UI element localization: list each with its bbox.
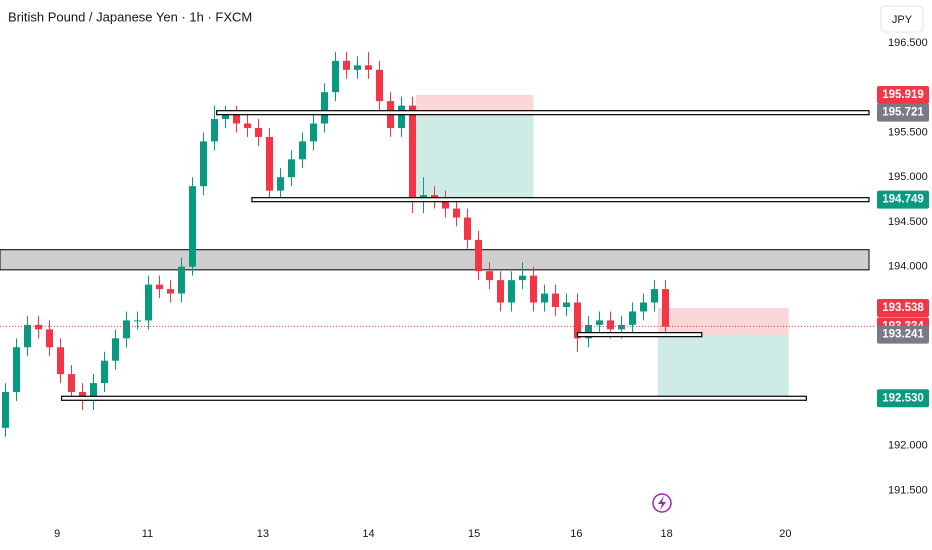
price-label-bg: [877, 299, 929, 318]
candle-body: [585, 324, 592, 339]
candle-body: [57, 347, 64, 375]
candle-body: [24, 324, 31, 348]
level-box: [216, 110, 870, 116]
candle-body: [167, 289, 174, 294]
candle-body: [343, 60, 350, 70]
price-label-bg: [877, 389, 929, 408]
y-tick-label: 196.500: [888, 37, 928, 49]
candle-body: [398, 105, 405, 128]
price-label: 195.919: [882, 89, 924, 101]
event-icon[interactable]: [652, 493, 672, 513]
candle-body: [552, 293, 559, 307]
chart-title: British Pound / Japanese Yen · 1h · FXCM: [8, 9, 252, 24]
level-box: [251, 197, 870, 203]
stop-zone: [657, 308, 789, 335]
candle-body: [508, 280, 515, 303]
candle-body: [376, 69, 383, 102]
price-label-bg: [877, 325, 929, 344]
y-tick-label: 192.000: [888, 440, 928, 452]
candle-body: [222, 114, 229, 120]
candle-body: [574, 302, 581, 339]
candle-body: [354, 65, 361, 70]
x-tick-label: 20: [779, 528, 791, 540]
candle-body: [486, 271, 493, 281]
candle-body: [519, 275, 526, 281]
candle-body: [68, 374, 75, 393]
x-tick-label: 16: [570, 528, 582, 540]
candle-body: [640, 302, 647, 312]
candle-body: [541, 293, 548, 303]
candle-body: [134, 320, 141, 322]
price-label: 192.530: [882, 392, 924, 404]
candle-body: [563, 302, 570, 307]
candle-body: [2, 392, 9, 428]
target-zone: [415, 112, 534, 200]
candle-body: [629, 311, 636, 325]
x-tick-label: 14: [362, 528, 374, 540]
candle-body: [145, 284, 152, 321]
level-box: [576, 332, 703, 338]
candle-body: [277, 177, 284, 191]
stop-zone: [415, 94, 534, 113]
y-tick-label: 194.500: [888, 216, 928, 228]
candle-body: [321, 92, 328, 124]
candle-body: [475, 239, 482, 272]
candle-body: [200, 141, 207, 187]
x-tick-label: 13: [257, 528, 269, 540]
price-label: 194.749: [882, 194, 924, 206]
candle-body: [299, 141, 306, 160]
x-tick-label: 11: [142, 528, 153, 540]
candle-body: [255, 127, 262, 137]
x-tick-label: 18: [660, 528, 672, 540]
candle-body: [618, 324, 625, 330]
candle-body: [156, 284, 163, 290]
zone: [0, 249, 870, 271]
candle-body: [35, 324, 42, 330]
candle-body: [288, 159, 295, 178]
target-zone: [657, 334, 789, 399]
candle-body: [607, 320, 614, 330]
candle-body: [189, 186, 196, 267]
price-label: 193.538: [882, 302, 924, 314]
level-box: [60, 395, 807, 401]
currency-label[interactable]: JPY: [892, 14, 913, 26]
price-label-bg: [877, 103, 929, 122]
candle-body: [178, 266, 185, 294]
price-label-bg: [877, 85, 929, 104]
candle-body: [453, 208, 460, 218]
price-label-bg: [877, 190, 929, 209]
y-tick-label: 191.500: [888, 484, 928, 496]
price-label: 195.721: [882, 107, 924, 119]
candle-body: [332, 60, 339, 93]
candle-body: [651, 289, 658, 303]
candle-body: [365, 65, 372, 70]
x-tick-label: 9: [54, 528, 60, 540]
x-tick-label: 15: [468, 528, 480, 540]
candle-body: [662, 289, 669, 327]
candle-body: [596, 320, 603, 325]
candle-body: [464, 217, 471, 240]
candle-body: [266, 136, 273, 191]
candle-body: [233, 114, 240, 124]
candle-body: [310, 123, 317, 142]
candle-body: [211, 119, 218, 142]
candle-body: [90, 383, 97, 401]
currency-button[interactable]: [880, 5, 924, 33]
y-tick-label: 195.000: [888, 171, 928, 183]
candle-body: [123, 320, 130, 339]
candle-body: [530, 275, 537, 303]
y-tick-label: 194.000: [888, 261, 928, 273]
candle-body: [13, 347, 20, 393]
candle-body: [497, 280, 504, 303]
price-label: 193.241: [882, 329, 924, 341]
candle-body: [442, 199, 449, 209]
candle-body: [46, 329, 53, 348]
candle-body: [112, 338, 119, 361]
candle-body: [409, 105, 416, 200]
plot-area: [0, 51, 875, 437]
candle-body: [244, 123, 251, 128]
y-tick-label: 195.500: [888, 126, 928, 138]
candle-body: [101, 360, 108, 384]
